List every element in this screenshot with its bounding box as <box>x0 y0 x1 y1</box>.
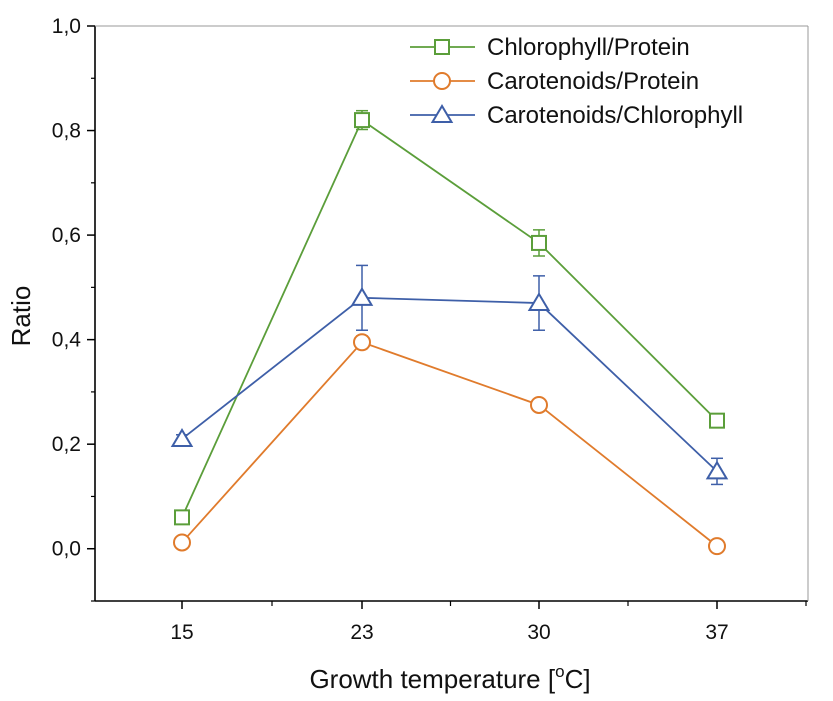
y-tick-label: 0,6 <box>52 224 81 247</box>
data-point <box>527 292 551 312</box>
data-point <box>170 427 194 447</box>
x-axis-title: Growth temperature [oC] <box>309 662 590 694</box>
legend-label: Chlorophyll/Protein <box>487 34 690 61</box>
y-axis-title: Ratio <box>6 286 36 347</box>
data-point <box>354 112 370 129</box>
series-line <box>181 341 718 547</box>
data-point <box>705 460 729 480</box>
data-point <box>709 412 725 429</box>
series-carotenoids-protein <box>173 333 726 556</box>
legend-label: Carotenoids/Chlorophyll <box>487 102 743 129</box>
axes: 0,0 0,2 0,4 0,6 0,8 1,0 15 23 30 37 <box>52 15 809 644</box>
y-tick-label: 1,0 <box>52 15 81 38</box>
x-tick-label: 37 <box>705 621 728 644</box>
legend: Chlorophyll/Protein Carotenoids/Protein Ca… <box>410 34 743 129</box>
y-tick-label: 0,0 <box>52 538 81 561</box>
data-point <box>708 537 726 556</box>
data-point <box>173 533 191 552</box>
x-tick-label: 30 <box>527 621 550 644</box>
data-point <box>531 234 547 251</box>
legend-marker <box>430 104 454 123</box>
legend-marker <box>433 72 451 90</box>
data-point <box>174 509 190 526</box>
data-point <box>353 333 371 352</box>
series-line <box>181 118 718 518</box>
data-point <box>350 286 374 306</box>
series-chlorophyll-protein <box>174 109 725 526</box>
series-line <box>181 296 718 473</box>
x-tick-label: 23 <box>350 621 373 644</box>
series-carotenoids-chlorophyll <box>170 264 729 486</box>
y-tick-label: 0,2 <box>52 433 81 456</box>
series-layer <box>170 109 729 556</box>
legend-marker <box>434 39 450 55</box>
data-point <box>530 395 548 414</box>
legend-label: Carotenoids/Protein <box>487 68 699 95</box>
y-tick-label: 0,4 <box>52 329 82 352</box>
y-tick-label: 0,8 <box>52 120 81 143</box>
x-tick-label: 15 <box>170 621 193 644</box>
